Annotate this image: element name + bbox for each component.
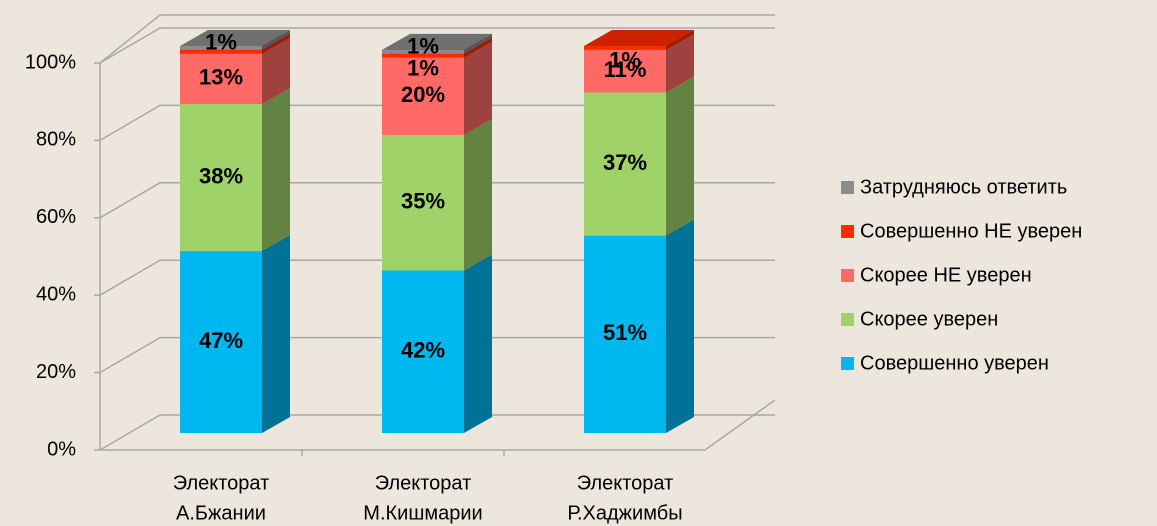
data-label: 13% xyxy=(199,65,243,90)
legend-label: Скорее уверен xyxy=(860,308,998,330)
bar-segment xyxy=(584,30,694,50)
data-label: 20% xyxy=(401,82,445,107)
bar-side xyxy=(464,33,492,54)
x-tick-label: Р.Хаджимбы xyxy=(567,502,682,524)
grid-line xyxy=(99,414,775,451)
bar-front xyxy=(180,251,262,433)
bar-front xyxy=(382,135,464,271)
y-tick-label: 0% xyxy=(47,438,76,460)
bar-side xyxy=(464,37,492,58)
bar-front xyxy=(382,49,464,54)
bar-side xyxy=(666,76,694,236)
bar-segment xyxy=(180,30,290,50)
grid-line xyxy=(99,182,775,219)
bar-front xyxy=(180,104,262,252)
bar-top xyxy=(180,30,290,46)
x-tick-label: Электорат xyxy=(375,472,472,494)
bar-front xyxy=(584,46,666,50)
y-tick-label: 40% xyxy=(36,283,76,305)
legend-swatch xyxy=(841,181,854,194)
bar-side xyxy=(262,30,290,50)
bar-front xyxy=(584,92,666,236)
bar-front xyxy=(584,49,666,93)
data-label: 51% xyxy=(603,320,647,345)
x-tick-label: Электорат xyxy=(577,472,674,494)
bar-side xyxy=(262,37,290,105)
grid-line xyxy=(99,14,161,64)
bar-front xyxy=(180,53,262,105)
data-label: 1% xyxy=(609,48,641,73)
data-label: 1% xyxy=(205,30,237,55)
bar-side xyxy=(464,119,492,271)
bar-front xyxy=(382,270,464,433)
bar-side xyxy=(464,254,492,433)
grid-line xyxy=(99,336,775,374)
data-label: 42% xyxy=(401,338,445,363)
bar-top xyxy=(382,33,492,50)
bar-segment xyxy=(382,33,492,54)
y-tick-label: 100% xyxy=(25,51,76,73)
bar-front xyxy=(584,235,666,433)
legend-label: Совершенно НЕ уверен xyxy=(860,220,1082,242)
data-label: 1% xyxy=(407,34,439,59)
legend-label: Затрудняюсь ответить xyxy=(860,176,1067,198)
y-tick-label: 80% xyxy=(36,129,76,151)
data-label: 35% xyxy=(401,189,445,214)
bar-side xyxy=(666,30,694,50)
legend-swatch xyxy=(841,269,854,282)
bar-front xyxy=(382,53,464,58)
legend-label: Совершенно уверен xyxy=(860,352,1049,374)
data-label: 11% xyxy=(604,57,647,82)
x-tick-label: М.Кишмарии xyxy=(363,502,482,524)
grid-line xyxy=(99,27,775,64)
bar-front xyxy=(180,49,262,54)
bar-side xyxy=(262,33,290,54)
bar-front xyxy=(382,57,464,136)
bar-side xyxy=(666,33,694,93)
grid-line xyxy=(99,104,775,142)
data-label: 38% xyxy=(199,163,243,188)
data-label: 47% xyxy=(199,328,243,353)
bar-side xyxy=(666,219,694,433)
bar-side xyxy=(262,235,290,433)
data-label: 1% xyxy=(407,55,439,80)
x-tick-label: А.Бжании xyxy=(176,502,266,524)
legend-swatch xyxy=(841,357,854,370)
legend-swatch xyxy=(841,313,854,326)
bar-side xyxy=(464,41,492,136)
y-tick-label: 60% xyxy=(36,206,76,228)
grid-line xyxy=(99,259,775,296)
legend-swatch xyxy=(841,225,854,238)
bar-front xyxy=(180,46,262,50)
y-tick-label: 20% xyxy=(36,361,76,383)
bar-side xyxy=(262,88,290,252)
x-tick-label: Электорат xyxy=(173,472,270,494)
data-label: 37% xyxy=(603,150,647,175)
bar-top xyxy=(584,30,694,46)
bar-segment xyxy=(584,33,694,93)
legend-label: Скорее НЕ уверен xyxy=(860,264,1032,286)
